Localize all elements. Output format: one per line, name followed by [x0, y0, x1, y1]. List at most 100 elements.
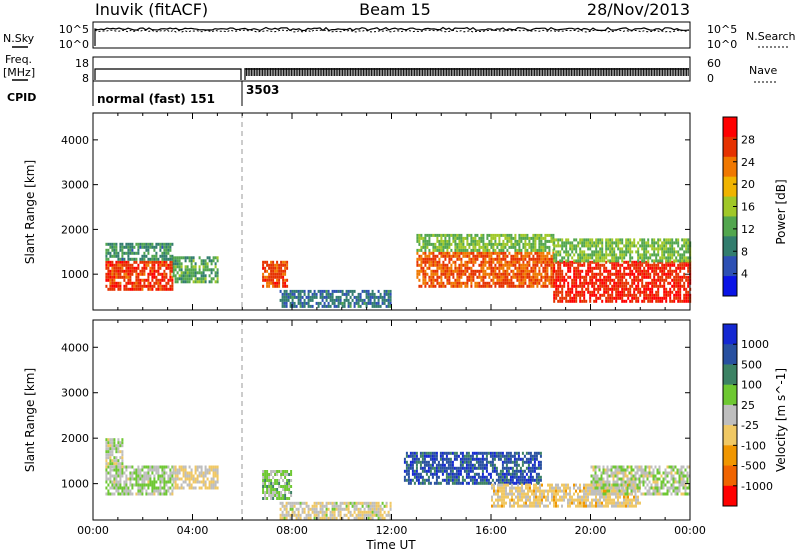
- power-cell: [637, 284, 640, 288]
- velocity-cell: [541, 483, 543, 487]
- power-cell: [679, 290, 682, 294]
- power-cell: [649, 290, 652, 294]
- velocity-cell: [521, 495, 523, 499]
- power-cell: [141, 284, 144, 288]
- power-cell: [619, 256, 622, 260]
- power-cell: [422, 269, 425, 273]
- power-cell: [282, 278, 285, 282]
- velocity-cell: [153, 492, 156, 496]
- power-cell: [532, 281, 535, 285]
- velocity-cell: [208, 471, 211, 475]
- velocity-cell: [163, 486, 166, 490]
- power-cell: [424, 248, 427, 252]
- power-cell: [135, 287, 138, 291]
- power-cell: [167, 278, 170, 282]
- velocity-cell: [617, 492, 619, 496]
- power-cell: [121, 275, 124, 279]
- power-cell: [671, 241, 674, 245]
- velocity-cell: [617, 498, 619, 502]
- power-cell: [204, 277, 207, 281]
- power-cell: [605, 244, 608, 248]
- velocity-cell: [551, 492, 553, 496]
- power-cell: [536, 272, 539, 276]
- power-cell: [492, 269, 495, 273]
- power-cell: [661, 259, 664, 263]
- velocity-cell: [493, 469, 496, 473]
- power-cell: [573, 293, 576, 297]
- power-cell: [627, 247, 630, 251]
- power-cell: [635, 269, 638, 273]
- power-cell: [167, 263, 170, 267]
- velocity-cell: [577, 486, 579, 490]
- power-cell: [577, 256, 580, 260]
- velocity-cell: [157, 465, 160, 469]
- power-cell: [127, 278, 130, 282]
- velocity-cell: [445, 451, 448, 455]
- power-cell: [534, 251, 537, 255]
- power-cell: [129, 266, 132, 270]
- velocity-cell: [129, 474, 132, 478]
- power-cell: [643, 244, 646, 248]
- power-cell: [462, 269, 465, 273]
- velocity-cell: [157, 471, 160, 475]
- velocity-cell: [529, 481, 532, 485]
- power-cell: [456, 242, 459, 246]
- velocity-cell: [127, 486, 130, 490]
- power-cell: [633, 287, 636, 291]
- power-cell: [659, 238, 662, 242]
- power-cell: [571, 299, 574, 303]
- power-cell: [496, 233, 499, 237]
- power-cell: [617, 263, 620, 267]
- power-cell: [679, 278, 682, 282]
- power-cell: [583, 299, 586, 303]
- velocity-cell: [290, 479, 293, 482]
- power-cell: [484, 254, 487, 258]
- velocity-cell: [499, 451, 502, 455]
- power-cell: [555, 250, 558, 254]
- power-cell: [371, 292, 374, 296]
- velocity-cell: [264, 470, 267, 473]
- power-cell: [520, 281, 523, 285]
- power-cell: [337, 304, 340, 308]
- velocity-cell: [176, 477, 179, 481]
- power-cell: [178, 262, 181, 266]
- power-cell: [282, 269, 285, 273]
- power-cell: [595, 293, 598, 297]
- velocity-cell: [525, 466, 528, 470]
- power-cell: [504, 260, 507, 264]
- velocity-cell: [268, 482, 271, 485]
- velocity-cell: [591, 504, 593, 508]
- power-cell: [123, 260, 126, 264]
- velocity-cell: [411, 463, 414, 467]
- power-cell: [389, 304, 392, 308]
- power-cell: [466, 251, 469, 255]
- power-cell: [210, 277, 213, 281]
- power-cell: [442, 239, 445, 243]
- power-cell: [478, 254, 481, 258]
- power-cell: [438, 281, 441, 285]
- power-cell: [137, 281, 140, 285]
- velocity-cell: [155, 480, 158, 484]
- velocity-cell: [433, 469, 436, 473]
- power-cell: [599, 287, 602, 291]
- power-cell: [603, 259, 606, 263]
- power-cell: [675, 284, 678, 288]
- power-cell: [534, 260, 537, 264]
- power-cell: [321, 304, 324, 308]
- velocity-cell: [443, 466, 446, 470]
- power-cell: [454, 239, 457, 243]
- velocity-cell: [111, 459, 114, 463]
- velocity-cell: [469, 457, 472, 461]
- velocity-cell: [423, 463, 426, 467]
- velocity-cell: [123, 483, 126, 487]
- power-cell: [155, 278, 158, 282]
- power-cell: [609, 269, 612, 273]
- power-cell: [424, 260, 427, 264]
- velocity-cell: [477, 466, 480, 470]
- velocity-cell: [135, 477, 138, 481]
- velocity-cell: [445, 481, 448, 485]
- power-cell: [420, 284, 423, 288]
- power-cell: [653, 250, 656, 254]
- velocity-cell: [543, 489, 545, 493]
- velocity-cell: [163, 468, 166, 472]
